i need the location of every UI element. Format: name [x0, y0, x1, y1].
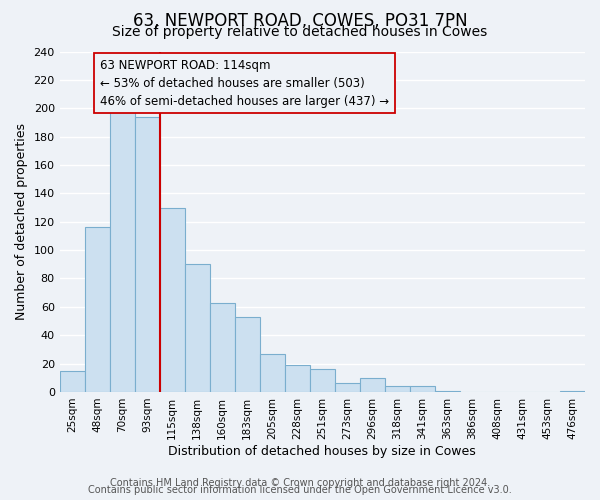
Bar	[310, 370, 335, 392]
Bar	[385, 386, 410, 392]
Bar	[435, 390, 460, 392]
Text: Contains HM Land Registry data © Crown copyright and database right 2024.: Contains HM Land Registry data © Crown c…	[110, 478, 490, 488]
Bar	[210, 302, 235, 392]
Bar	[59, 370, 85, 392]
Bar	[335, 384, 360, 392]
Y-axis label: Number of detached properties: Number of detached properties	[15, 123, 28, 320]
Bar	[560, 390, 585, 392]
Bar	[85, 228, 110, 392]
Bar	[285, 365, 310, 392]
Bar	[260, 354, 285, 392]
X-axis label: Distribution of detached houses by size in Cowes: Distribution of detached houses by size …	[169, 444, 476, 458]
Text: 63, NEWPORT ROAD, COWES, PO31 7PN: 63, NEWPORT ROAD, COWES, PO31 7PN	[133, 12, 467, 30]
Bar	[160, 208, 185, 392]
Bar	[360, 378, 385, 392]
Text: Size of property relative to detached houses in Cowes: Size of property relative to detached ho…	[112, 25, 488, 39]
Bar	[135, 117, 160, 392]
Bar	[410, 386, 435, 392]
Bar	[185, 264, 210, 392]
Text: Contains public sector information licensed under the Open Government Licence v3: Contains public sector information licen…	[88, 485, 512, 495]
Bar	[110, 111, 135, 392]
Bar	[235, 317, 260, 392]
Text: 63 NEWPORT ROAD: 114sqm
← 53% of detached houses are smaller (503)
46% of semi-d: 63 NEWPORT ROAD: 114sqm ← 53% of detache…	[100, 58, 389, 108]
